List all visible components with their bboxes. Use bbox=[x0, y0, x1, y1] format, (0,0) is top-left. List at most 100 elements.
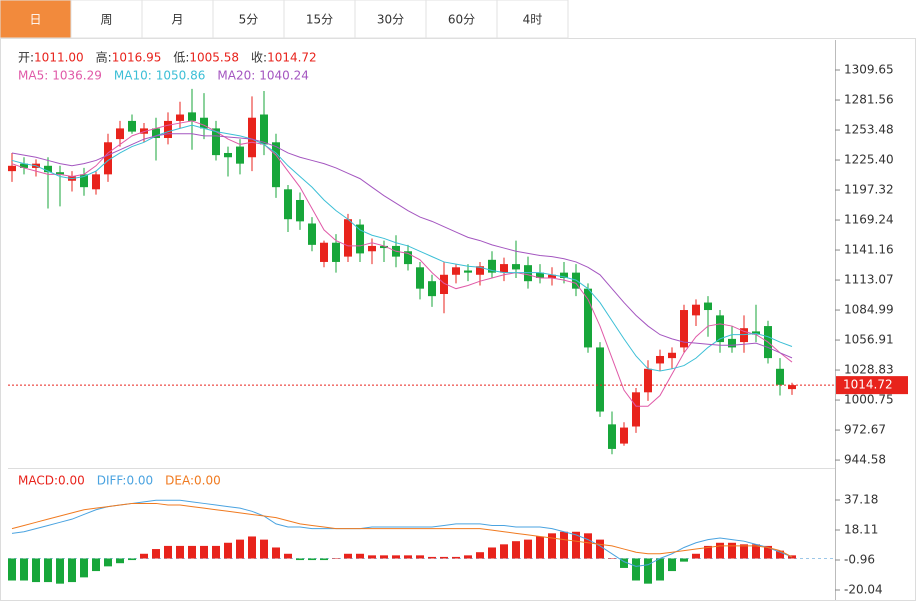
macd-bar bbox=[236, 539, 244, 559]
info-name: 收: bbox=[251, 51, 267, 65]
candle-body bbox=[224, 152, 232, 158]
macd-bar bbox=[692, 553, 700, 559]
candle-body bbox=[776, 368, 784, 385]
legend-sep: : bbox=[44, 69, 48, 83]
macd-bar bbox=[740, 544, 748, 559]
ma-line bbox=[11, 120, 793, 407]
macd-bar bbox=[752, 544, 760, 559]
tab[interactable] bbox=[141, 0, 214, 39]
macd-bar bbox=[248, 536, 256, 559]
candle-body bbox=[584, 288, 592, 348]
macd-bar bbox=[344, 553, 352, 559]
macd-bar bbox=[476, 552, 484, 559]
macd-bar bbox=[260, 539, 268, 559]
y-tick-label: 1113.07 bbox=[844, 273, 894, 287]
tab-label[interactable]: 周 bbox=[100, 13, 112, 27]
macd-bar bbox=[188, 545, 196, 559]
tab-label[interactable]: 4时 bbox=[523, 13, 543, 27]
macd-bar bbox=[404, 555, 412, 559]
candle-body bbox=[608, 424, 616, 449]
tab-label[interactable]: 5分 bbox=[239, 13, 259, 27]
macd-bar bbox=[440, 556, 448, 559]
macd-bar bbox=[68, 558, 76, 583]
candle-body bbox=[284, 189, 292, 220]
macd-name: DIFF: bbox=[97, 474, 127, 488]
candle-body bbox=[128, 120, 136, 132]
macd-bar bbox=[572, 531, 580, 559]
macd-bar bbox=[776, 550, 784, 559]
candle-body bbox=[548, 274, 556, 278]
tab[interactable] bbox=[496, 0, 569, 39]
candle-body bbox=[704, 302, 712, 311]
macd-bar bbox=[140, 553, 148, 559]
tab[interactable] bbox=[70, 0, 143, 39]
macd-bar bbox=[428, 556, 436, 559]
y-tick-label: 1028.83 bbox=[844, 363, 894, 377]
candle-body bbox=[740, 328, 748, 343]
macd-bar bbox=[92, 558, 100, 572]
info-value: 1011.00 bbox=[34, 51, 84, 65]
legend-value: 1040.24 bbox=[259, 69, 309, 83]
tab-label[interactable]: 15分 bbox=[306, 13, 333, 27]
macd-bar bbox=[128, 558, 136, 561]
ma-line bbox=[11, 133, 793, 359]
candle-body bbox=[212, 128, 220, 156]
candle-body bbox=[404, 251, 412, 265]
macd-bar bbox=[80, 558, 88, 578]
macd-bar bbox=[8, 558, 16, 581]
macd-bar bbox=[608, 558, 616, 559]
y-tick-label: 1056.91 bbox=[844, 333, 894, 347]
candle-body bbox=[536, 272, 544, 278]
candle-body bbox=[692, 304, 700, 316]
macd-bar bbox=[500, 544, 508, 559]
candle-body bbox=[116, 128, 124, 140]
info-value: 1005.58 bbox=[189, 51, 239, 65]
legend-value: 1036.29 bbox=[52, 69, 102, 83]
candle-body bbox=[260, 114, 268, 145]
macd-bar bbox=[392, 555, 400, 559]
macd-bar bbox=[32, 558, 40, 583]
macd-bar bbox=[596, 539, 604, 559]
candle-body bbox=[452, 267, 460, 275]
tab-label[interactable]: 60分 bbox=[448, 13, 475, 27]
candle-body bbox=[296, 199, 304, 222]
macd-bar bbox=[332, 558, 340, 559]
macd-bar bbox=[452, 556, 460, 559]
tab[interactable] bbox=[283, 0, 356, 39]
macd-bar bbox=[668, 558, 676, 572]
candle-body bbox=[320, 242, 328, 262]
macd-bar bbox=[380, 555, 388, 559]
tab-label[interactable]: 月 bbox=[171, 13, 183, 27]
macd-bar bbox=[764, 545, 772, 559]
candle-body bbox=[596, 347, 604, 412]
macd-bar bbox=[296, 558, 304, 561]
candle-body bbox=[164, 120, 172, 139]
macd-dea-line bbox=[11, 502, 793, 558]
macd-bar bbox=[20, 558, 28, 581]
macd-bar bbox=[536, 536, 544, 559]
macd-y-tick-label: -20.04 bbox=[844, 583, 883, 597]
candle-body bbox=[440, 274, 448, 295]
tab[interactable] bbox=[212, 0, 285, 39]
tab[interactable] bbox=[354, 0, 427, 39]
macd-bar bbox=[284, 553, 292, 559]
last-price-label: 1014.72 bbox=[843, 378, 893, 392]
tab-label[interactable]: 30分 bbox=[377, 13, 404, 27]
candle-body bbox=[632, 392, 640, 427]
macd-bar bbox=[716, 542, 724, 559]
tab[interactable] bbox=[425, 0, 498, 39]
candle-body bbox=[476, 266, 484, 275]
tab-label[interactable]: 日 bbox=[29, 13, 41, 27]
candle-body bbox=[332, 242, 340, 262]
macd-bar bbox=[224, 542, 232, 559]
candle-body bbox=[428, 281, 436, 297]
candle-body bbox=[368, 245, 376, 252]
macd-bar bbox=[620, 558, 628, 568]
candle-body bbox=[8, 165, 16, 172]
candle-body bbox=[152, 128, 160, 139]
candle-body bbox=[728, 338, 736, 348]
candle-body bbox=[752, 331, 760, 335]
tab[interactable] bbox=[0, 0, 72, 39]
candle-body bbox=[464, 270, 472, 273]
